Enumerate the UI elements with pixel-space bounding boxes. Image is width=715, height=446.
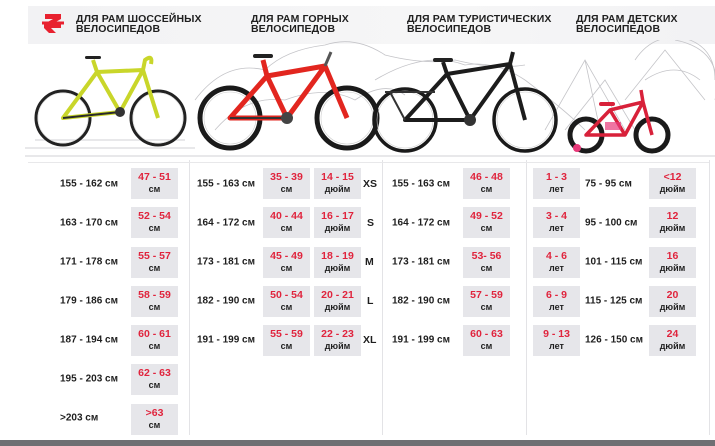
touring-frame-size: 57 - 59 см (463, 286, 510, 317)
column-divider (709, 160, 710, 435)
road-height: 179 - 186 см (60, 295, 118, 307)
kids-wheel-size: 24 дюйм (649, 325, 696, 356)
touring-height: 191 - 199 см (392, 334, 450, 346)
kids-height: 115 - 125 см (585, 295, 643, 307)
mountain-height: 182 - 190 см (197, 295, 255, 307)
mountain-size-letter: M (365, 256, 374, 268)
kids-wheel-size: <12 дюйм (649, 168, 696, 199)
column-divider (526, 160, 527, 435)
mountain-size-letter: XS (363, 178, 378, 190)
kids-age: 4 - 6 лет (533, 247, 580, 278)
header-band (28, 6, 715, 44)
mountain-size-letter: XL (363, 334, 377, 346)
kids-height: 95 - 100 см (585, 217, 638, 229)
touring-frame-size: 49 - 52 см (463, 207, 510, 238)
mountain-frame-inch: 18 - 19 дюйм (314, 247, 361, 278)
mountain-frame-cm: 40 - 44 см (263, 207, 310, 238)
header-divider-line (28, 162, 709, 163)
kids-wheel-size: 16 дюйм (649, 247, 696, 278)
kids-age: 3 - 4 лет (533, 207, 580, 238)
mountain-bike-icon (197, 51, 380, 151)
kids-wheel-size: 20 дюйм (649, 286, 696, 317)
road-height: 163 - 170 см (60, 217, 118, 229)
mountain-frame-cm: 55 - 59 см (263, 325, 310, 356)
road-frame-size: 62 - 63 см (131, 364, 178, 395)
road-frame-size: 60 - 61 см (131, 325, 178, 356)
kids-height: 101 - 115 см (585, 256, 643, 268)
road-column-title: ДЛЯ РАМ ШОССЕЙНЫХ ВЕЛОСИПЕДОВ (76, 13, 202, 35)
road-frame-size: 58 - 59 см (131, 286, 178, 317)
road-bike-icon (34, 55, 187, 147)
mountain-column-title: ДЛЯ РАМ ГОРНЫХ ВЕЛОСИПЕДОВ (251, 13, 349, 35)
road-height: >203 см (60, 412, 99, 424)
mountain-frame-inch: 14 - 15 дюйм (314, 168, 361, 199)
column-divider (189, 160, 190, 435)
touring-frame-size: 60 - 63 см (463, 325, 510, 356)
mountain-height: 164 - 172 см (197, 217, 255, 229)
mountain-height: 155 - 163 см (197, 178, 255, 190)
bottom-bar (0, 440, 715, 446)
touring-height: 173 - 181 см (392, 256, 450, 268)
mountain-size-letter: L (367, 295, 374, 307)
touring-height: 182 - 190 см (392, 295, 450, 307)
kids-column-title: ДЛЯ РАМ ДЕТСКИХ ВЕЛОСИПЕДОВ (576, 13, 678, 35)
touring-bike-icon (372, 51, 558, 153)
road-frame-size: 52 - 54 см (131, 207, 178, 238)
mountain-frame-inch: 22 - 23 дюйм (314, 325, 361, 356)
mountain-frame-cm: 45 - 49 см (263, 247, 310, 278)
mountain-frame-inch: 16 - 17 дюйм (314, 207, 361, 238)
road-frame-size: 55 - 57 см (131, 247, 178, 278)
kids-wheel-size: 12 дюйм (649, 207, 696, 238)
road-frame-size: >63 см (131, 404, 178, 435)
column-divider (382, 160, 383, 435)
kids-bike-icon (567, 89, 671, 154)
mountain-height: 173 - 181 см (197, 256, 255, 268)
touring-height: 164 - 172 см (392, 217, 450, 229)
mountain-height: 191 - 199 см (197, 334, 255, 346)
touring-height: 155 - 163 см (392, 178, 450, 190)
kids-age: 9 - 13 лет (533, 325, 580, 356)
road-height: 155 - 162 см (60, 178, 118, 190)
road-height: 195 - 203 см (60, 373, 118, 385)
touring-column-title: ДЛЯ РАМ ТУРИСТИЧЕСКИХ ВЕЛОСИПЕДОВ (407, 13, 552, 35)
touring-frame-size: 53- 56 см (463, 247, 510, 278)
road-frame-size: 47 - 51 см (131, 168, 178, 199)
mountain-size-letter: S (367, 217, 375, 229)
mountain-frame-cm: 35 - 39 см (263, 168, 310, 199)
kids-height: 126 - 150 см (585, 334, 643, 346)
kids-height: 75 - 95 см (585, 178, 632, 190)
mountain-frame-inch: 20 - 21 дюйм (314, 286, 361, 317)
mountain-frame-cm: 50 - 54 см (263, 286, 310, 317)
brand-logo-icon (42, 14, 64, 33)
road-height: 187 - 194 см (60, 334, 118, 346)
kids-age: 1 - 3 лет (533, 168, 580, 199)
touring-frame-size: 46 - 48 см (463, 168, 510, 199)
kids-age: 6 - 9 лет (533, 286, 580, 317)
road-height: 171 - 178 см (60, 256, 118, 268)
bikes-illustration (25, 40, 715, 157)
